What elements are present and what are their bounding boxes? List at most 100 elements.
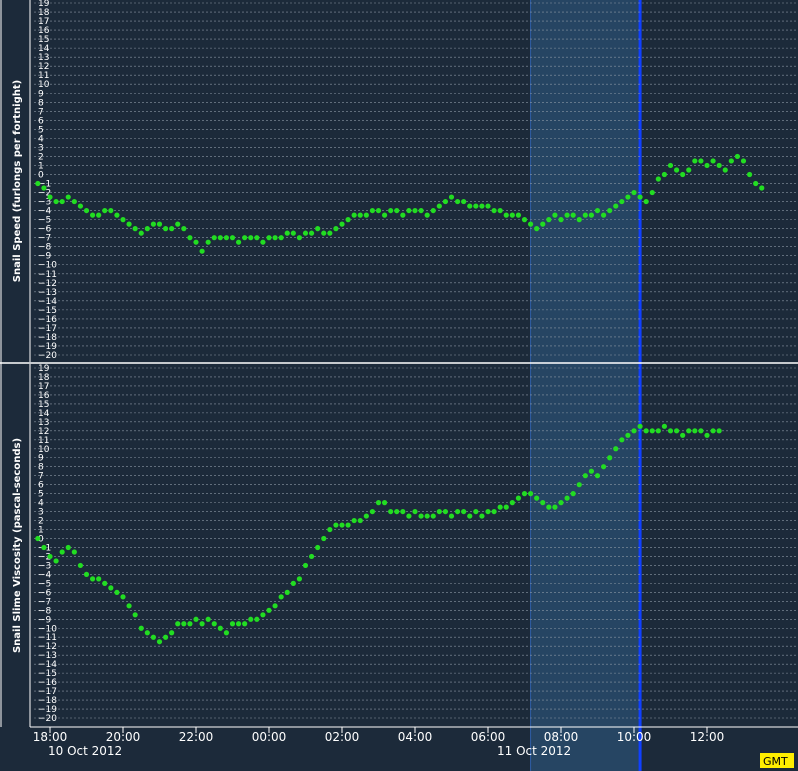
data-point [217, 625, 223, 631]
data-point [242, 235, 248, 241]
data-point [357, 517, 363, 524]
data-point [229, 235, 236, 241]
y-tick-label: −16 [38, 315, 57, 325]
y-tick-label: 5 [38, 490, 44, 500]
data-point [552, 212, 558, 218]
date-label-2: 11 Oct 2012 [497, 744, 571, 758]
data-point [546, 217, 552, 223]
data-point [211, 235, 217, 241]
y-tick-label: −10 [38, 624, 57, 634]
data-point [558, 217, 564, 223]
data-point [534, 495, 540, 501]
data-point [497, 207, 503, 214]
data-point [515, 212, 522, 218]
data-point [333, 522, 339, 528]
data-point [321, 535, 327, 542]
data-point [546, 504, 552, 510]
y-tick-label: −3 [38, 561, 51, 571]
y-tick-label: 10 [38, 445, 50, 455]
data-point [680, 171, 686, 178]
data-point [53, 558, 59, 564]
y-tick-label: 13 [38, 418, 49, 428]
data-point [278, 594, 284, 600]
y-tick-label: 14 [38, 409, 50, 419]
y-tick-label: 9 [38, 454, 44, 464]
y-tick-label: −8 [38, 606, 52, 616]
y-tick-label: −19 [38, 342, 57, 352]
data-point [266, 607, 272, 613]
data-point [400, 212, 406, 218]
gmt-label: GMT [763, 755, 788, 768]
data-point [242, 621, 248, 627]
data-point [424, 513, 430, 519]
y-tick-label: −16 [38, 678, 57, 688]
y-tick-label: −6 [38, 225, 52, 235]
y-tick-label: −12 [38, 279, 57, 289]
data-point [308, 230, 315, 236]
data-point [96, 576, 102, 582]
y-tick-label: 2 [38, 152, 44, 162]
data-point [260, 612, 266, 618]
data-point [631, 428, 637, 434]
y-tick-label: −1 [38, 180, 51, 190]
data-point [77, 203, 84, 209]
data-point [582, 212, 588, 218]
data-point [89, 576, 96, 582]
data-point [479, 513, 485, 519]
data-point [698, 428, 704, 434]
data-point [272, 235, 278, 241]
y-tick-label: 0 [38, 170, 44, 180]
data-point [418, 207, 424, 214]
y-axis-label: Snail Slime Viscosity (pascal-seconds) [12, 438, 23, 653]
y-tick-label: −5 [38, 579, 51, 589]
data-point [193, 616, 199, 622]
data-point [503, 504, 509, 510]
x-tick-label: 20:00 [106, 730, 141, 744]
data-point [643, 428, 649, 434]
data-point [485, 203, 491, 209]
data-point [53, 198, 59, 205]
y-tick-label: −10 [38, 261, 57, 271]
data-point [454, 198, 461, 205]
data-point [321, 230, 327, 236]
data-point [150, 634, 157, 640]
data-point [686, 167, 692, 173]
data-point [661, 423, 668, 429]
y-tick-label: −7 [38, 597, 51, 607]
y-tick-label: 15 [38, 400, 49, 410]
data-point [479, 203, 485, 209]
y-tick-label: −8 [38, 243, 52, 253]
data-point [716, 428, 722, 434]
data-point [381, 212, 388, 218]
data-point [284, 230, 290, 236]
data-point [83, 571, 90, 578]
data-point [692, 428, 698, 434]
x-tick-label: 02:00 [325, 730, 360, 744]
data-point [527, 221, 534, 227]
y-tick-label: 7 [38, 107, 44, 117]
data-point [248, 235, 254, 241]
data-point [625, 432, 631, 438]
data-point [686, 428, 692, 434]
data-point [485, 508, 491, 515]
data-point [187, 235, 193, 241]
data-point [424, 212, 430, 218]
data-point [412, 207, 418, 214]
data-point [126, 221, 132, 227]
y-tick-label: 1 [38, 161, 44, 171]
y-tick-label: 12 [38, 62, 49, 72]
data-point [114, 212, 120, 218]
data-point [59, 198, 65, 205]
data-point [65, 194, 71, 200]
data-point [540, 221, 546, 227]
data-point [692, 158, 698, 164]
data-point [607, 455, 613, 461]
data-point [698, 158, 704, 164]
y-tick-label: −2 [38, 552, 51, 562]
data-point [35, 180, 41, 187]
data-point [655, 428, 661, 434]
data-point [235, 239, 242, 245]
data-point [637, 194, 643, 200]
data-point [503, 212, 509, 218]
data-point [108, 207, 114, 214]
